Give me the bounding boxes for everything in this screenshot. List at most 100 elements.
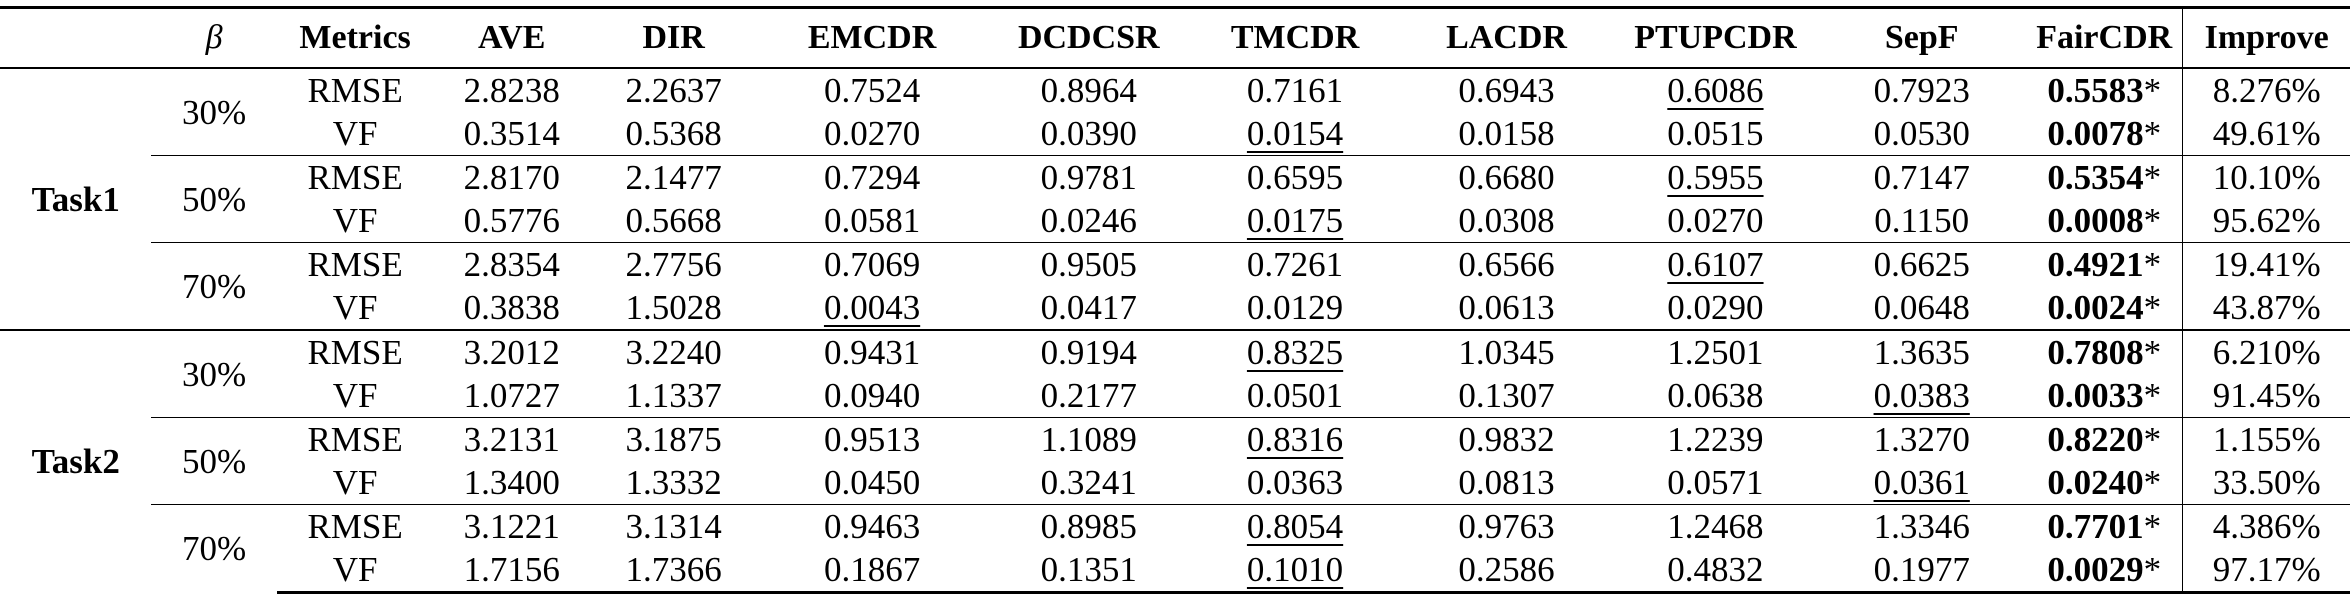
value-text: 43.87% — [2212, 288, 2321, 327]
value-text: 0.0383 — [1873, 376, 1970, 415]
value-cell: 0.0530 — [1817, 112, 2026, 156]
value-cell: 0.5583* — [2026, 68, 2183, 112]
significance-mark: * — [2143, 158, 2162, 197]
value-cell: 3.2131 — [433, 417, 591, 461]
value-cell: 0.9513 — [757, 417, 987, 461]
value-cell: 91.45% — [2182, 374, 2350, 418]
value-text: 0.1867 — [823, 550, 921, 589]
value-cell: 0.0363 — [1191, 461, 1400, 505]
value-text: 1.3346 — [1873, 507, 1970, 546]
value-cell: 0.0246 — [987, 199, 1191, 243]
value-cell: 0.0581 — [757, 199, 987, 243]
value-text: 0.0581 — [823, 201, 921, 240]
value-cell: 0.0648 — [1817, 286, 2026, 330]
value-text: 0.2177 — [1040, 376, 1137, 415]
value-text: 1.7366 — [625, 550, 722, 589]
value-text: 0.3514 — [463, 114, 560, 153]
value-cell: 0.0240* — [2026, 461, 2183, 505]
value-cell: 0.0450 — [757, 461, 987, 505]
task-label: Task1 — [31, 179, 120, 219]
value-cell: 1.1337 — [590, 374, 757, 418]
value-text: 0.0648 — [1873, 288, 1970, 327]
value-cell: 2.7756 — [590, 242, 758, 286]
value-text: 0.0033 — [2047, 376, 2144, 415]
value-cell: 0.5955 — [1613, 155, 1818, 199]
value-text: 1.0727 — [463, 376, 560, 415]
value-text: 1.0345 — [1458, 333, 1555, 372]
value-cell: 0.0129 — [1191, 286, 1400, 330]
value-cell: 0.6680 — [1399, 155, 1614, 199]
value-text: 4.386% — [2212, 507, 2321, 546]
value-text: 3.2012 — [463, 333, 560, 372]
value-text: 0.7069 — [823, 245, 921, 284]
value-cell: 2.8354 — [433, 242, 591, 286]
value-text: 0.8220 — [2047, 420, 2144, 459]
value-text: 0.8325 — [1246, 333, 1344, 372]
value-cell: 49.61% — [2182, 112, 2350, 156]
value-cell: 1.2501 — [1613, 329, 1818, 374]
value-cell: 0.7161 — [1191, 68, 1400, 112]
column-header: FairCDR — [2036, 19, 2173, 56]
value-cell: 0.5776 — [433, 199, 590, 243]
value-text: 0.5354 — [2047, 158, 2144, 197]
column-header: β — [205, 19, 223, 56]
value-cell: 0.1867 — [757, 548, 987, 594]
metric-label: VF — [276, 548, 434, 594]
value-text: 0.8054 — [1246, 507, 1344, 546]
value-text: 0.0158 — [1458, 114, 1555, 153]
value-text: 0.6625 — [1873, 245, 1970, 284]
value-text: 0.0390 — [1040, 114, 1137, 153]
value-cell: 0.0813 — [1399, 461, 1613, 505]
value-text: 0.7808 — [2047, 333, 2144, 372]
significance-mark: * — [2143, 201, 2162, 240]
table-row: Task1 30% RMSE 2.8238 2.2637 0.7524 0.8964 0.71… — [0, 68, 2350, 219]
value-text: 0.8985 — [1040, 507, 1137, 546]
column-header: DCDCSR — [1017, 19, 1160, 56]
value-cell: 0.9463 — [757, 504, 987, 548]
value-cell: 0.0308 — [1399, 199, 1613, 243]
value-cell: 0.6595 — [1190, 155, 1400, 199]
value-text: 0.7147 — [1873, 158, 1970, 197]
value-text: 6.210% — [2212, 333, 2321, 372]
value-text: 0.0450 — [823, 463, 921, 502]
value-cell: 4.386% — [2182, 504, 2350, 548]
metric-label: VF — [332, 288, 378, 327]
value-text: 0.8964 — [1040, 71, 1137, 110]
value-text: 1.2501 — [1667, 333, 1764, 372]
value-cell: 3.2240 — [590, 329, 758, 374]
beta-value: 30% — [151, 329, 277, 418]
value-cell: 0.0501 — [1191, 374, 1400, 418]
beta-value: 70% — [151, 242, 277, 330]
value-cell: 95.62% — [2182, 199, 2350, 243]
value-text: 0.0270 — [1667, 201, 1764, 240]
beta-value: 50% — [151, 155, 277, 243]
value-text: 1.3332 — [625, 463, 722, 502]
table-body: Task1 30% RMSE 2.8238 2.2637 0.7524 0.8964 0.71… — [0, 68, 2350, 594]
value-cell: 10.10% — [2182, 155, 2350, 199]
value-cell: 0.2177 — [987, 374, 1191, 418]
value-text: 97.17% — [2212, 550, 2321, 589]
value-text: 0.0246 — [1040, 201, 1137, 240]
significance-mark: * — [2143, 463, 2162, 502]
value-text: 0.9763 — [1458, 507, 1555, 546]
value-cell: 0.0154 — [1191, 112, 1400, 156]
value-cell: 1.5028 — [590, 286, 757, 330]
significance-mark: * — [2143, 507, 2162, 546]
value-text: 1.3635 — [1873, 333, 1970, 372]
value-cell: 1.7156 — [433, 548, 591, 594]
significance-mark: * — [2143, 376, 2162, 415]
value-cell: 1.155% — [2182, 417, 2350, 461]
value-cell: 0.0175 — [1191, 199, 1400, 243]
value-cell: 6.210% — [2182, 329, 2350, 374]
value-text: 0.8316 — [1246, 420, 1344, 459]
table-row: 50% RMSE 2.8170 2.1477 0.7294 0.9781 0.6595 0.6… — [0, 155, 2350, 243]
value-cell: 0.5368 — [590, 112, 757, 156]
value-cell: 1.3400 — [433, 461, 590, 505]
metric-label: VF — [332, 201, 378, 240]
value-cell: 0.2586 — [1399, 548, 1614, 594]
value-text: 0.4832 — [1667, 550, 1764, 589]
metric-label: VF — [332, 376, 378, 415]
value-text: 0.6107 — [1667, 245, 1764, 284]
value-text: 0.6680 — [1458, 158, 1555, 197]
value-text: 0.0024 — [2047, 288, 2144, 327]
